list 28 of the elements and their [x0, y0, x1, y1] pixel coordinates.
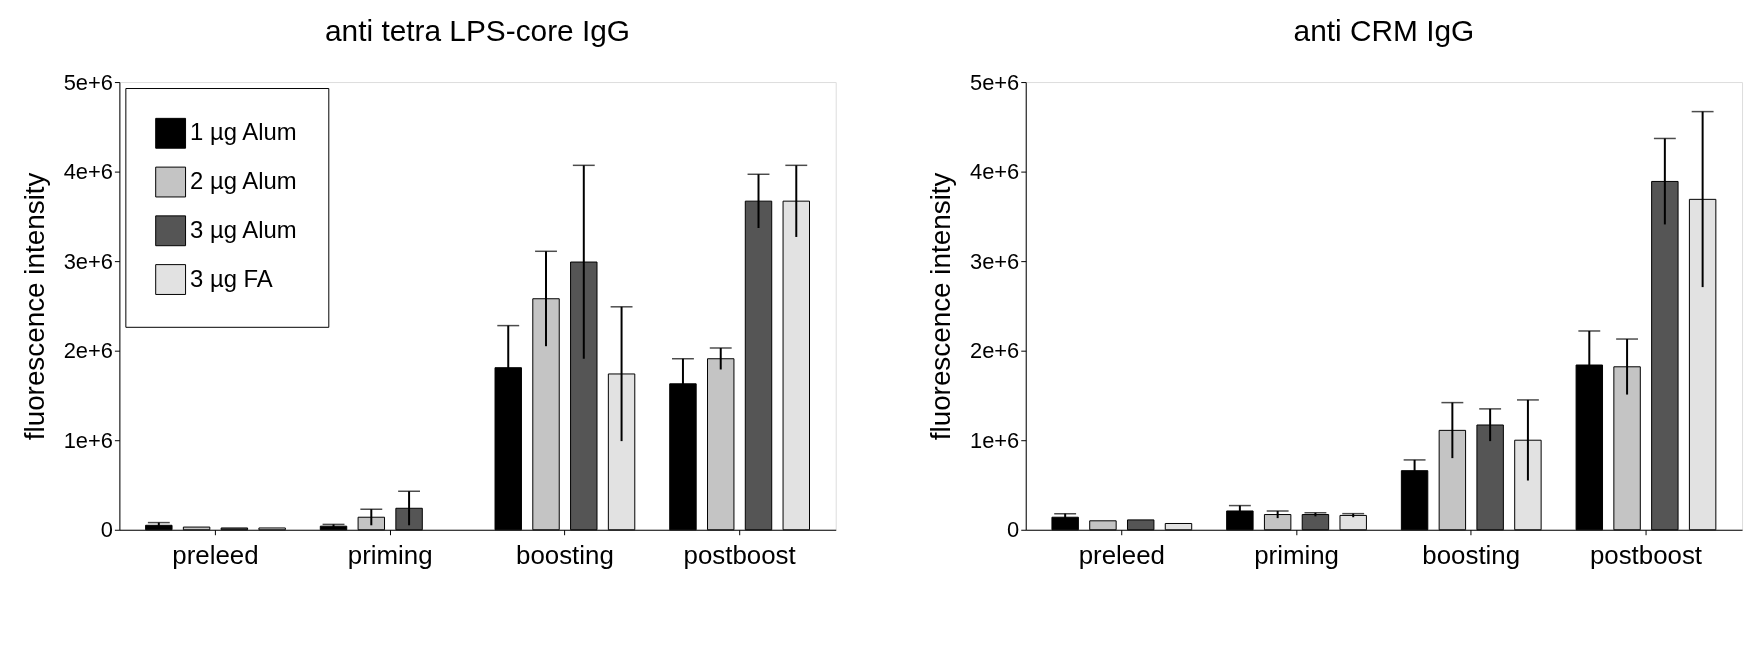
y-tick-label: 2e+6	[969, 338, 1020, 364]
x-tick-label: boosting	[1422, 541, 1521, 570]
x-tick-label: priming	[347, 541, 433, 570]
y-tick-label: 4e+6	[63, 159, 113, 185]
y-tick-label: 5e+6	[63, 69, 113, 95]
y-tick-label: 0	[100, 517, 113, 543]
x-tick-label: boosting	[516, 541, 614, 570]
y-tick-label: 3e+6	[63, 248, 113, 274]
x-tick-label: priming	[1254, 541, 1339, 570]
x-tick-label: preleed	[172, 541, 259, 570]
y-tick-label: 2e+6	[63, 338, 113, 364]
y-tick-label: 1e+6	[969, 427, 1020, 453]
y-tick-label: 1e+6	[63, 427, 113, 453]
x-tick-label: preleed	[1078, 541, 1165, 570]
y-tick-label: 4e+6	[969, 159, 1020, 185]
legend-label: 1 µg Alum	[190, 118, 297, 146]
chart-title: anti CRM IgG	[1293, 14, 1475, 48]
y-axis-title: fluorescence intensity	[18, 172, 50, 441]
y-axis-title: fluorescence intensity	[925, 172, 957, 441]
x-tick-label: postboost	[1589, 541, 1703, 570]
chart-title: anti tetra LPS-core IgG	[325, 14, 631, 48]
legend-label: 3 µg Alum	[190, 215, 297, 243]
x-tick-label: postboost	[683, 541, 796, 570]
legend-label: 2 µg Alum	[190, 167, 297, 195]
y-tick-label: 0	[1007, 517, 1020, 543]
y-tick-label: 3e+6	[969, 248, 1020, 274]
legend-label: 3 µg FA	[190, 264, 273, 292]
y-tick-label: 5e+6	[969, 69, 1020, 95]
